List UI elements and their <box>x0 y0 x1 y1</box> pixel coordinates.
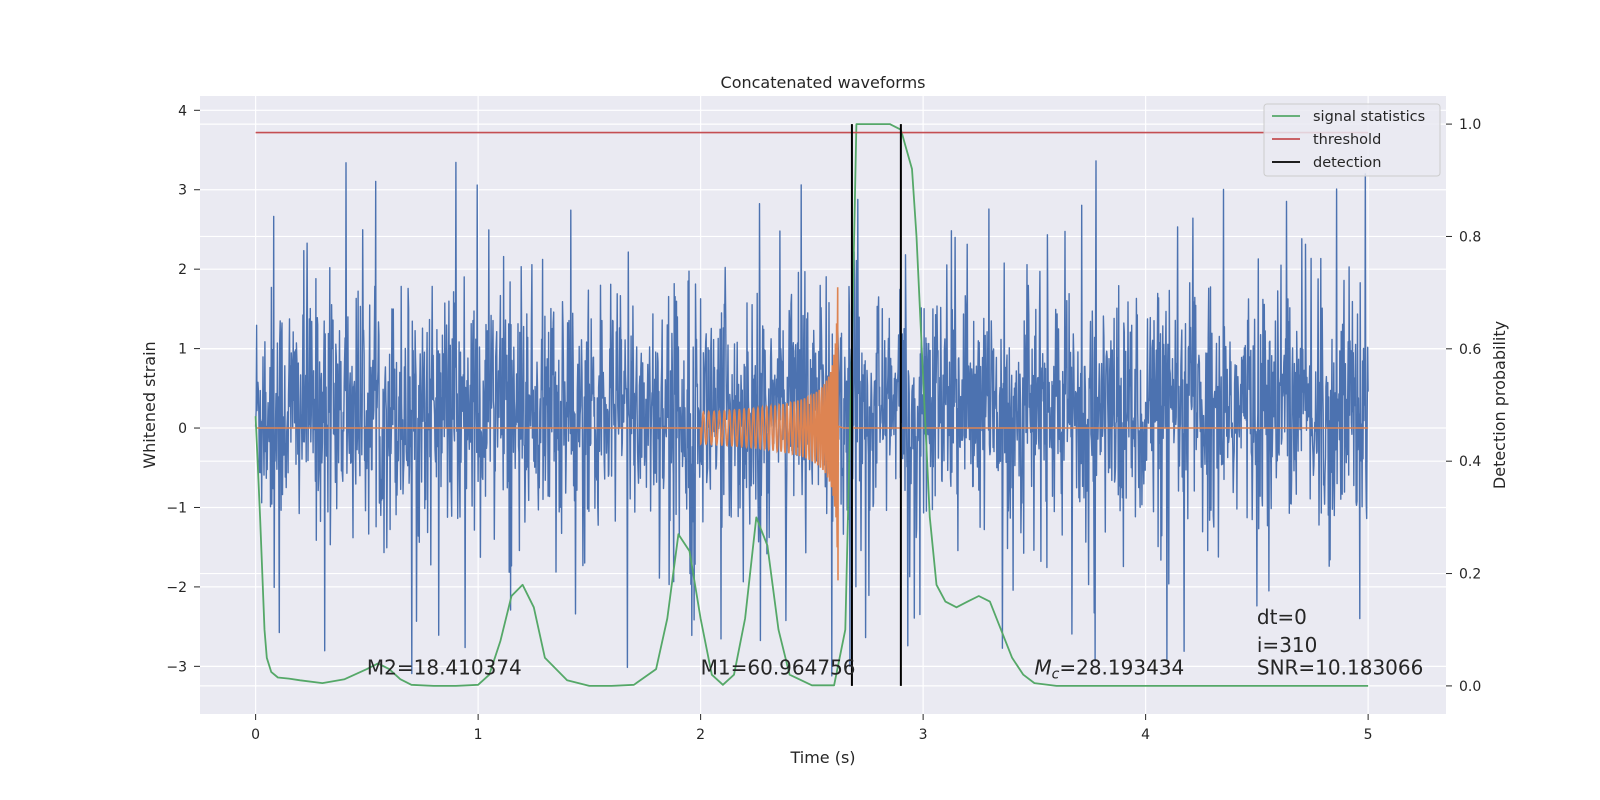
x-tick-label: 5 <box>1364 727 1373 743</box>
annotation-2: Mc=28.193434 <box>1034 656 1184 683</box>
annotation-3: dt=0 <box>1257 605 1307 629</box>
legend: signal statistics threshold detection <box>1263 103 1441 177</box>
x-tick-label: 3 <box>919 727 928 743</box>
legend-label-detection: detection <box>1313 155 1381 171</box>
y-tick-label: 3 <box>178 183 187 199</box>
x-tick-label: 0 <box>251 727 260 743</box>
y-right-tick-label: 0.0 <box>1459 679 1481 695</box>
x-ticks: 0 1 2 3 4 5 <box>251 714 1373 743</box>
y-right-tick-label: 0.2 <box>1459 567 1481 583</box>
legend-label-signal-statistics: signal statistics <box>1313 109 1425 125</box>
y-right-axis-label: Detection probability <box>1490 321 1509 489</box>
y-right-tick-label: 0.6 <box>1459 342 1481 358</box>
series-layer <box>254 123 1369 687</box>
annotation-0: M2=18.410374 <box>367 656 522 680</box>
x-tick-label: 1 <box>474 727 483 743</box>
signal-statistics-line <box>254 123 1369 687</box>
template-line <box>255 287 1369 581</box>
strain-line <box>254 160 1369 677</box>
x-tick-label: 4 <box>1141 727 1150 743</box>
y-right-tick-label: 0.4 <box>1459 454 1481 470</box>
y-tick-label: 1 <box>178 342 187 358</box>
y-tick-label: −3 <box>166 659 187 675</box>
y-right-tick-label: 1.0 <box>1459 117 1481 133</box>
annotations: M2=18.410374 M1=60.964756 Mc=28.193434 dt=0… <box>367 605 1423 683</box>
y-right-ticks: 0.0 0.2 0.4 0.6 0.8 1.0 <box>1446 117 1481 695</box>
y-tick-label: 0 <box>178 421 187 437</box>
template-layer <box>255 287 1369 581</box>
y-tick-label: −2 <box>166 580 187 596</box>
legend-box <box>1263 103 1441 177</box>
legend-label-threshold: threshold <box>1313 132 1381 148</box>
y-right-tick-label: 0.8 <box>1459 229 1481 245</box>
chart-title: Concatenated waveforms <box>721 73 926 92</box>
y-tick-label: −1 <box>166 500 187 516</box>
x-axis-label: Time (s) <box>789 748 855 767</box>
strain-layer <box>254 160 1369 677</box>
annotation-5: SNR=10.183066 <box>1257 656 1423 680</box>
y-ticks: −3 −2 −1 0 1 2 3 4 <box>166 103 200 675</box>
x-tick-label: 2 <box>696 727 705 743</box>
y-tick-label: 2 <box>178 262 187 278</box>
y-tick-label: 4 <box>178 103 187 119</box>
annotation-1: M1=60.964756 <box>701 656 856 680</box>
annotation-4: i=310 <box>1257 633 1318 657</box>
y-axis-label: Whitened strain <box>140 341 159 468</box>
